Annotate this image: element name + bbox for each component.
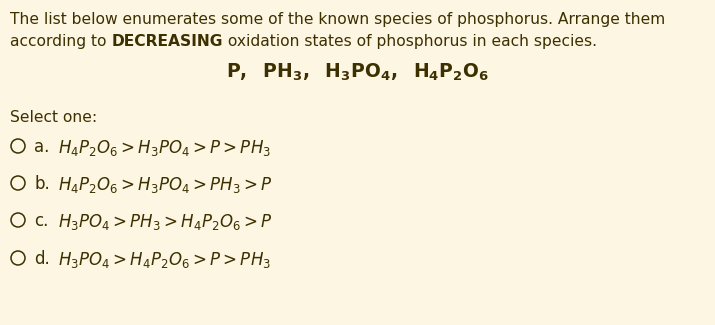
Text: $H_3PO_4 > H_4P_2O_6 > P > PH_3$: $H_3PO_4 > H_4P_2O_6 > P > PH_3$: [58, 250, 271, 270]
Text: $H_4P_2O_6 > H_3PO_4 > P > PH_3$: $H_4P_2O_6 > H_3PO_4 > P > PH_3$: [58, 138, 271, 158]
Text: c.: c.: [34, 212, 49, 230]
Text: Select one:: Select one:: [10, 110, 97, 125]
Text: oxidation states of phosphorus in each species.: oxidation states of phosphorus in each s…: [223, 34, 597, 49]
Text: according to: according to: [10, 34, 112, 49]
Text: The list below enumerates some of the known species of phosphorus. Arrange them: The list below enumerates some of the kn…: [10, 12, 665, 27]
Text: b.: b.: [34, 175, 50, 193]
Text: DECREASING: DECREASING: [112, 34, 223, 49]
Text: a.: a.: [34, 138, 49, 156]
Text: $H_4P_2O_6 > H_3PO_4 > PH_3 > P$: $H_4P_2O_6 > H_3PO_4 > PH_3 > P$: [58, 175, 272, 195]
Text: $\mathbf{P,\ \ PH_3,\ \ H_3PO_4,\ \ H_4P_2O_6}$: $\mathbf{P,\ \ PH_3,\ \ H_3PO_4,\ \ H_4P…: [226, 62, 489, 83]
Text: $H_3PO_4 > PH_3 > H_4P_2O_6 > P$: $H_3PO_4 > PH_3 > H_4P_2O_6 > P$: [58, 212, 272, 232]
Text: d.: d.: [34, 250, 50, 268]
